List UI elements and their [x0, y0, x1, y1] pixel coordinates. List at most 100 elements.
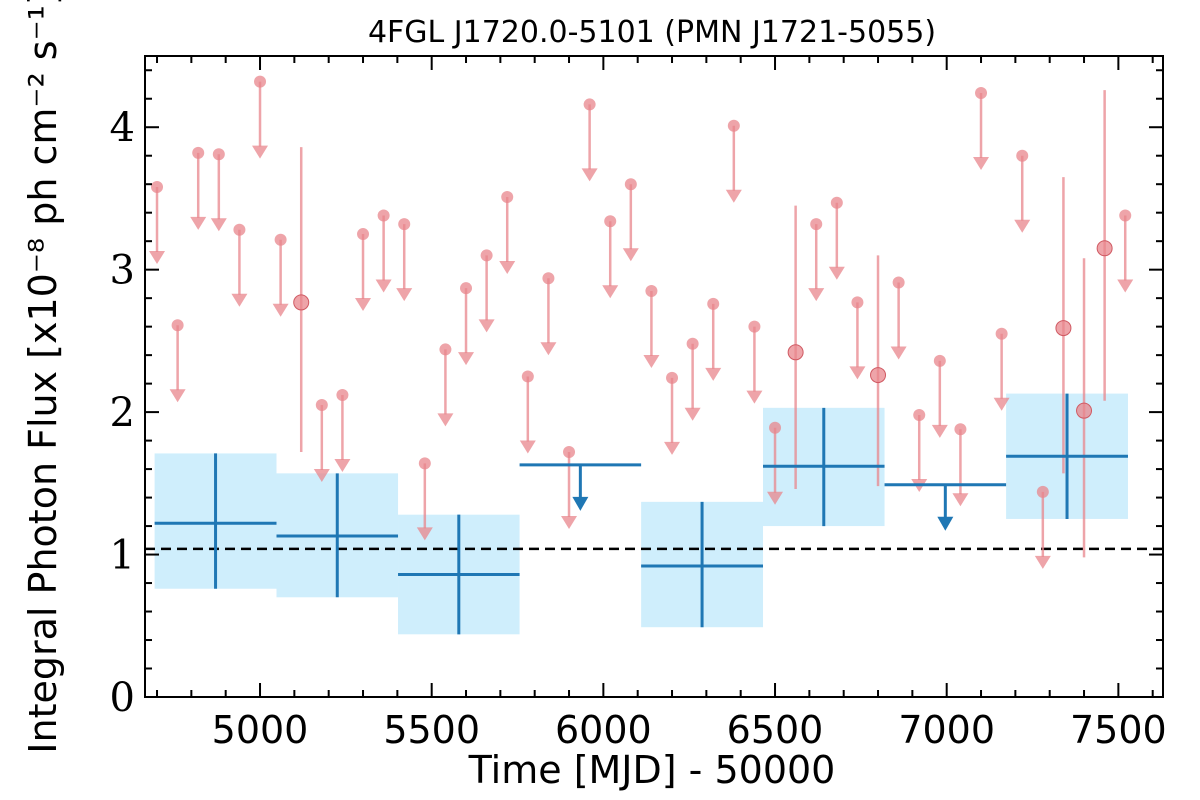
short-bin-upper-limit-point	[274, 233, 287, 246]
short-bin-upper-limit-point	[192, 146, 205, 159]
long-bin-upper-limit-arrowhead	[937, 516, 954, 531]
short-bin-upper-limit-point	[418, 457, 431, 470]
short-bin-upper-limit-point	[357, 228, 370, 241]
long-bin-upper-limit-arrowhead	[572, 496, 589, 511]
x-tick-label: 5500	[383, 708, 480, 752]
short-bin-upper-limit-point	[604, 215, 617, 228]
short-bin-upper-limit-arrowhead	[684, 407, 701, 421]
short-bin-upper-limit-point	[748, 320, 761, 333]
short-bin-upper-limit-arrowhead	[519, 440, 536, 454]
short-bin-upper-limit-arrowhead	[643, 355, 660, 369]
x-tick-label: 6000	[555, 708, 652, 752]
short-bin-upper-limit-point	[501, 191, 514, 204]
short-bin-upper-limit-point	[1119, 209, 1132, 222]
short-bin-upper-limit-arrowhead	[890, 346, 907, 360]
short-bin-upper-limit-arrowhead	[746, 390, 763, 404]
short-bin-upper-limit-arrowhead	[437, 413, 454, 427]
short-bin-upper-limit-arrowhead	[1014, 219, 1031, 233]
y-tick-label: 2	[110, 390, 135, 436]
short-bin-upper-limit-point	[521, 370, 534, 383]
short-bin-upper-limit-arrowhead	[252, 145, 269, 159]
short-bin-upper-limit-point	[810, 218, 823, 231]
short-bin-upper-limit-arrowhead	[396, 288, 413, 302]
short-bin-upper-limit-arrowhead	[828, 266, 845, 280]
short-bin-upper-limit-arrowhead	[355, 298, 372, 312]
x-tick-label: 7500	[1070, 708, 1167, 752]
short-bin-upper-limit-arrowhead	[499, 261, 516, 275]
short-bin-upper-limit-arrowhead	[458, 352, 475, 366]
short-bin-upper-limit-point	[954, 423, 967, 436]
short-bin-upper-limit-point	[315, 398, 328, 411]
short-bin-upper-limit-arrowhead	[231, 293, 248, 307]
short-bin-upper-limit-arrowhead	[334, 459, 351, 473]
short-bin-upper-limit-point	[851, 296, 864, 309]
axes: 5000 5500 6000 6500 7000 7500 0 1 2 3 4	[110, 55, 1167, 752]
short-bin-upper-limit-point	[892, 276, 905, 289]
short-bin-upper-limit-point	[913, 408, 926, 421]
short-bin-upper-limit-arrowhead	[973, 157, 990, 171]
short-bin-upper-limit-point	[233, 223, 246, 236]
long-bin-series	[154, 393, 1128, 635]
short-bin-detection-point	[787, 344, 804, 361]
short-bin-upper-limit-arrowhead	[993, 397, 1010, 411]
y-tick-label: 1	[110, 533, 135, 579]
short-bin-detection-point	[870, 367, 887, 384]
short-bin-upper-limit-arrowhead	[540, 342, 557, 356]
x-axis-label: Time [MJD] - 50000	[468, 748, 836, 792]
short-bin-upper-limit-point	[645, 285, 658, 298]
y-tick-label: 0	[110, 675, 135, 721]
short-bin-upper-limit-arrowhead	[416, 527, 433, 541]
x-tick-label: 7000	[898, 708, 995, 752]
short-bin-upper-limit-point	[975, 87, 988, 100]
short-bin-upper-limit-point	[254, 75, 267, 88]
short-bin-upper-limit-point	[480, 249, 493, 262]
short-bin-upper-limit-arrowhead	[767, 491, 784, 505]
short-bin-upper-limit-point	[171, 319, 184, 332]
short-bin-detection-point	[293, 294, 310, 311]
short-bin-upper-limit-point	[583, 98, 596, 111]
short-bin-upper-limit-point	[1016, 149, 1029, 162]
short-bin-upper-limit-arrowhead	[561, 515, 578, 529]
short-bin-upper-limit-arrowhead	[210, 218, 227, 232]
plot-frame	[144, 55, 1164, 698]
short-bin-upper-limit-point	[830, 196, 843, 209]
short-bin-upper-limit-arrowhead	[149, 251, 166, 265]
short-bin-detection-point	[1055, 320, 1072, 337]
short-bin-upper-limit-arrowhead	[952, 493, 969, 507]
short-bin-upper-limit-arrowhead	[169, 389, 186, 403]
x-tick-label: 5000	[212, 708, 309, 752]
y-axis-label: Integral Photon Flux [x10⁻⁸ ph cm⁻² s⁻¹]	[21, 0, 65, 754]
short-bin-upper-limit-point	[439, 343, 452, 356]
short-bin-upper-limit-point	[542, 272, 555, 285]
short-bin-upper-limit-point	[212, 148, 225, 161]
short-bin-upper-limit-point	[1036, 485, 1049, 498]
short-bin-upper-limit-arrowhead	[849, 366, 866, 380]
short-bin-upper-limit-point	[624, 178, 637, 191]
short-bin-upper-limit-arrowhead	[808, 288, 825, 302]
short-bin-upper-limit-arrowhead	[375, 279, 392, 293]
short-bin-series	[149, 75, 1134, 569]
short-bin-upper-limit-point	[995, 327, 1008, 340]
short-bin-upper-limit-arrowhead	[931, 424, 948, 438]
y-tick-label: 4	[110, 105, 135, 151]
short-bin-upper-limit-point	[151, 181, 164, 194]
short-bin-upper-limit-arrowhead	[1117, 279, 1134, 293]
short-bin-upper-limit-point	[563, 445, 576, 458]
short-bin-upper-limit-arrowhead	[272, 303, 289, 317]
short-bin-upper-limit-arrowhead	[622, 248, 639, 262]
short-bin-upper-limit-arrowhead	[664, 441, 681, 455]
chart-title: 4FGL J1720.0-5101 (PMN J1721-5055)	[368, 15, 936, 50]
y-tick-label: 3	[110, 248, 135, 294]
short-bin-upper-limit-point	[769, 421, 782, 434]
short-bin-detection-point	[1096, 240, 1113, 257]
short-bin-upper-limit-arrowhead	[581, 168, 598, 182]
short-bin-upper-limit-point	[933, 354, 946, 367]
short-bin-upper-limit-arrowhead	[705, 367, 722, 381]
short-bin-upper-limit-point	[460, 282, 473, 295]
short-bin-upper-limit-arrowhead	[478, 319, 495, 333]
short-bin-upper-limit-arrowhead	[602, 285, 619, 299]
short-bin-detection-point	[1076, 402, 1093, 419]
x-tick-label: 6500	[727, 708, 824, 752]
short-bin-upper-limit-point	[707, 297, 720, 310]
